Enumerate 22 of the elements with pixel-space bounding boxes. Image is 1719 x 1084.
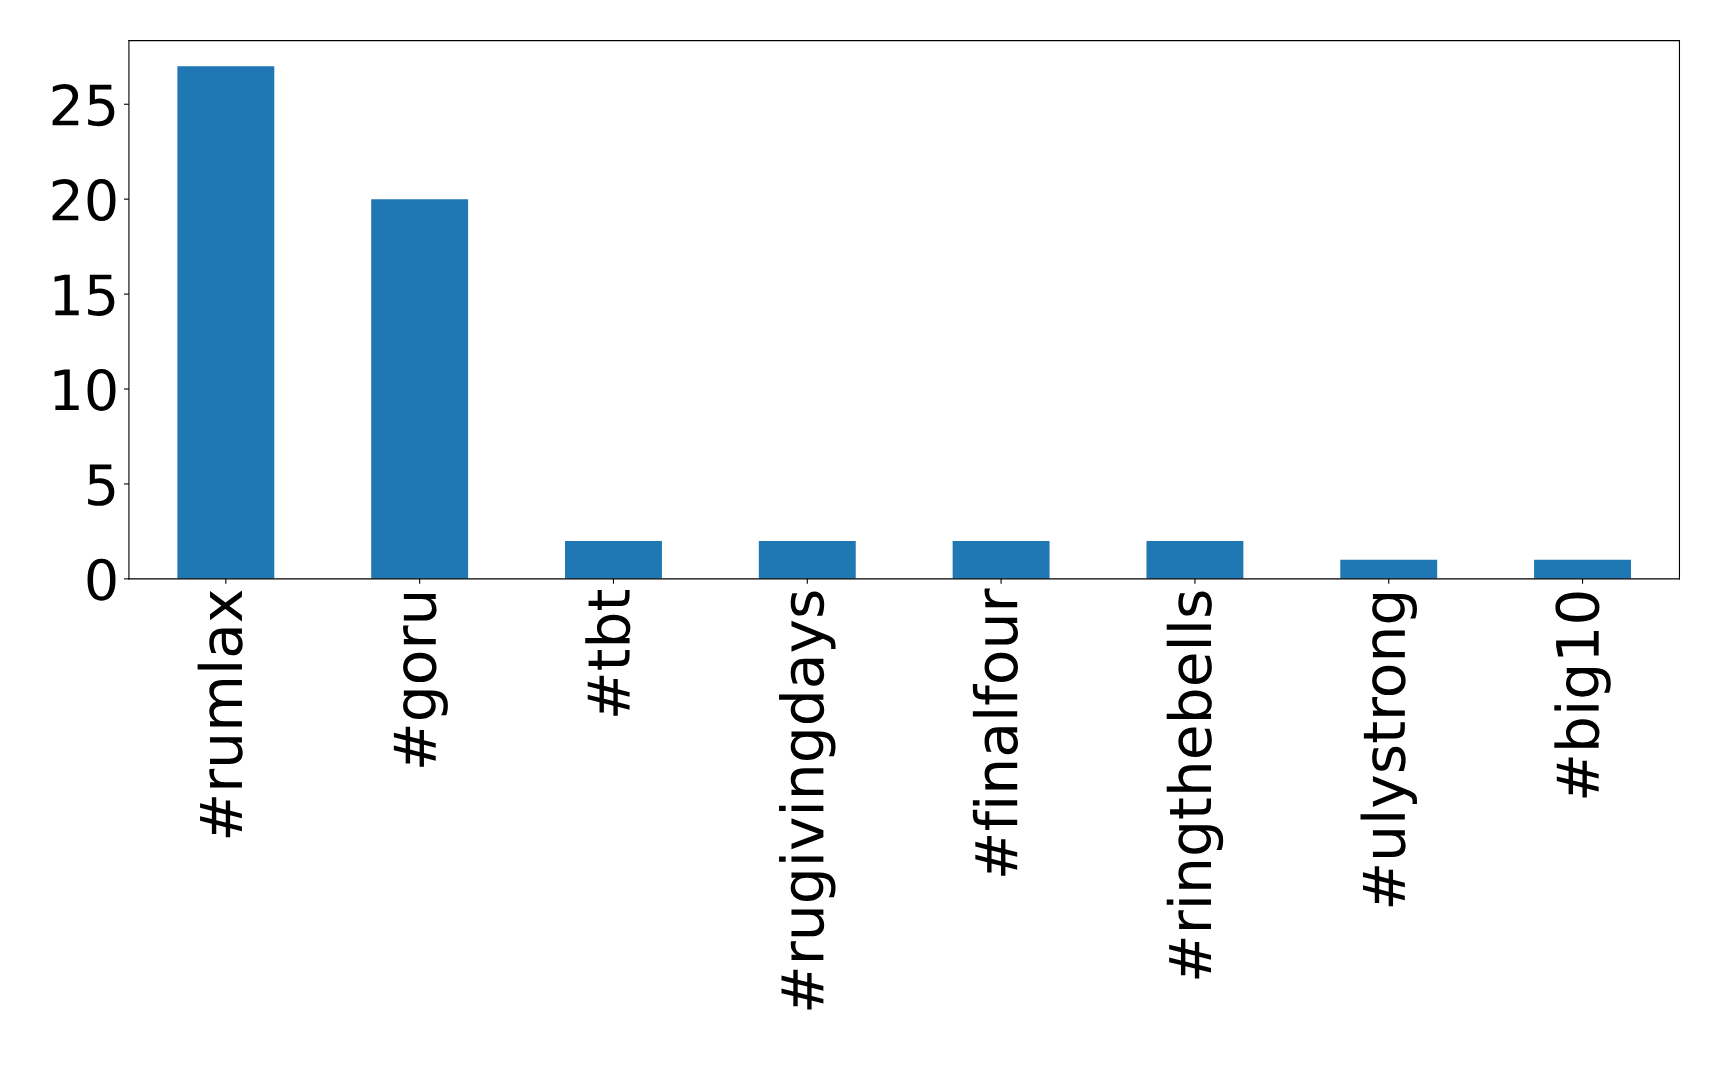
y-tick-label: 25 (52, 84, 115, 127)
y-tick-label: 10 (54, 368, 116, 411)
bar (758, 540, 856, 579)
y-tick-label: 0 (87, 558, 116, 601)
y-tick-label: 15 (54, 274, 115, 316)
y-tick-label: 20 (52, 179, 116, 222)
y-tick-label: 5 (88, 464, 115, 506)
bar (371, 199, 469, 579)
x-tick-label: #ulystrong (1360, 593, 1417, 907)
x-tick-label: #goru (393, 593, 448, 767)
x-tick-label: #rumlax (197, 590, 243, 838)
bar (1340, 559, 1438, 579)
x-tick-label: #ringthebells (1166, 591, 1224, 979)
bar (1146, 540, 1244, 579)
x-tick-label: #finalfour (972, 588, 1019, 876)
bar (565, 540, 662, 579)
bar (1534, 559, 1632, 579)
x-tick-label: #tbt (585, 589, 631, 716)
bar (177, 66, 275, 579)
bar (952, 540, 1050, 579)
x-tick-label: #big10 (1554, 592, 1611, 798)
x-tick-label: #rugivingdays (779, 591, 836, 1010)
